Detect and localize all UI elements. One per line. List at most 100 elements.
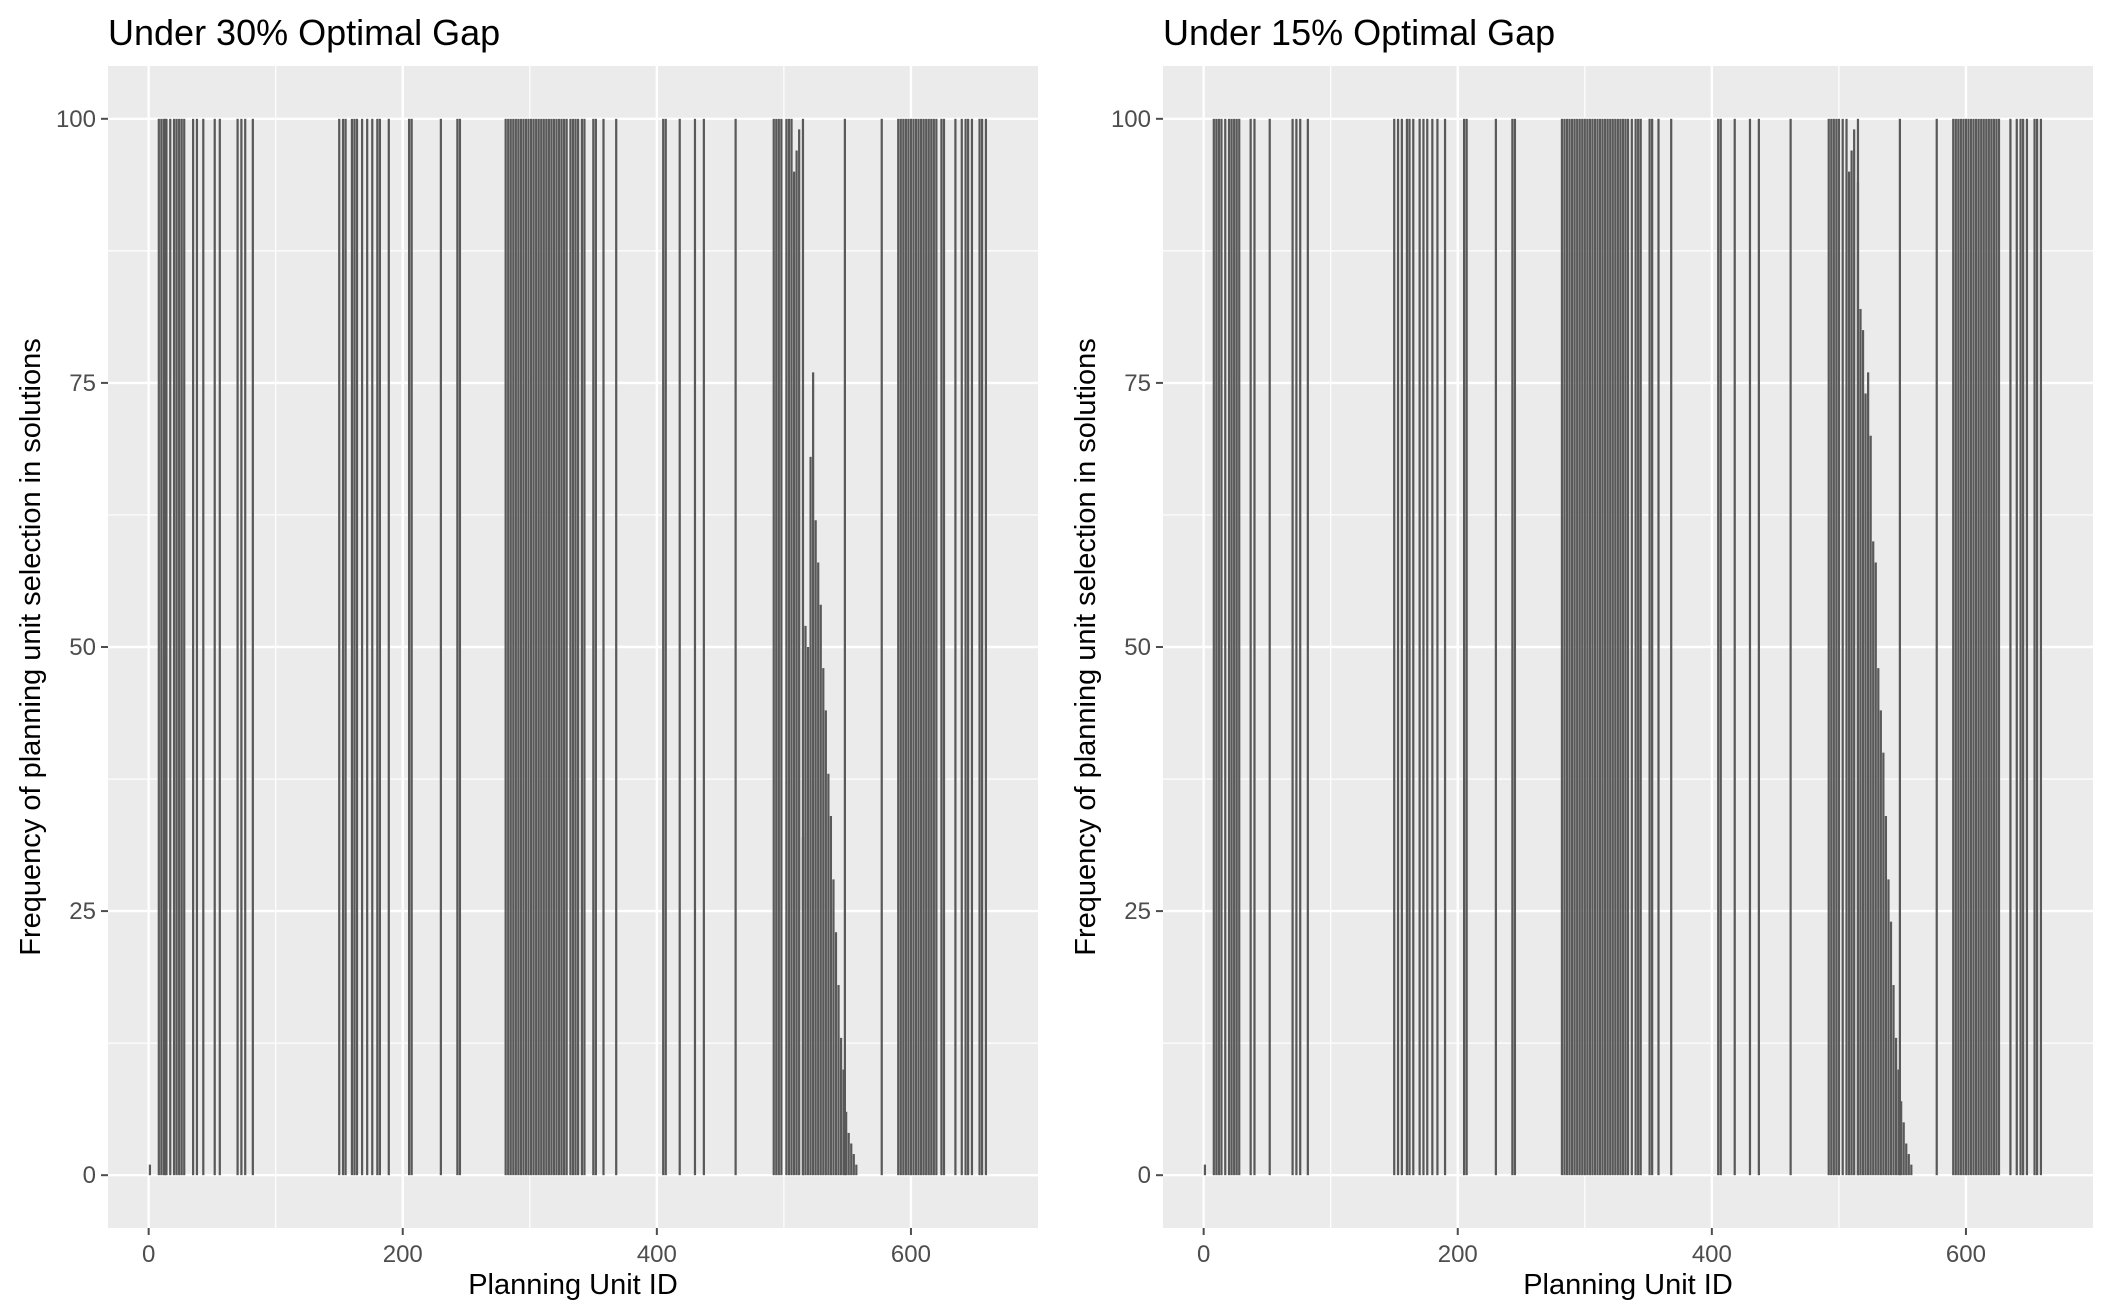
bar [1882,752,1885,1176]
panel-15-percent-gap: Under 15% Optimal Gap 0 25 50 75 100 0 200 400 6… [1055,0,2110,1316]
bar [1847,171,1851,1176]
x-tick-label: 0 [1197,1241,1210,1268]
bar [1900,1101,1903,1176]
panel-title: Under 30% Optimal Gap [108,12,501,53]
bar [1588,118,1591,1176]
bar [922,118,925,1176]
bar [940,118,943,1176]
bar [832,879,835,1176]
bar [1977,118,1980,1176]
bar [2033,118,2036,1176]
y-tick-label: 100 [1111,106,1151,133]
bar [855,1164,858,1176]
bar [504,118,507,1176]
y-tick-label: 50 [69,634,96,661]
bar [514,118,517,1176]
bar [1982,118,1985,1176]
bar [366,118,369,1176]
bar [2035,118,2039,1176]
bar [1462,118,1466,1176]
bar [1637,118,1640,1176]
bar [1648,118,1651,1176]
bar [837,985,840,1176]
bar [1563,118,1566,1176]
bar [456,118,459,1176]
bar [702,118,705,1176]
bar [777,118,780,1176]
bar [1583,118,1586,1176]
bar [1227,118,1231,1176]
bar [1238,118,1241,1176]
bar [552,118,556,1176]
bar [1856,182,1860,1176]
bar [1253,118,1256,1176]
bar [1869,435,1872,1176]
bar [1954,118,1957,1176]
bar [1400,118,1403,1176]
bar [1268,118,1271,1176]
bar [1436,118,1439,1176]
bar [1396,118,1400,1176]
bar [817,562,820,1176]
bar [2019,118,2022,1176]
bar [806,647,810,1176]
bar [1630,118,1633,1176]
bar [1230,118,1233,1176]
bar [1235,118,1238,1176]
bar [458,118,462,1176]
x-tick-label: 0 [142,1241,155,1268]
bar [545,118,548,1176]
bar [880,118,883,1176]
bar [847,1132,850,1176]
bar [907,118,910,1176]
bar [2022,118,2025,1176]
bar [1830,118,1833,1176]
bar [1619,118,1622,1176]
bar [964,118,967,1176]
y-tick-label: 50 [1124,634,1151,661]
bar [1884,816,1888,1176]
bar [213,118,216,1176]
bar [1295,118,1298,1176]
bar [509,118,512,1176]
bar [148,1164,152,1176]
bar [1952,118,1955,1176]
bar [829,816,833,1176]
bar [583,118,586,1176]
bar [912,118,915,1176]
x-tick-label: 600 [891,1241,931,1268]
bar [1581,118,1584,1176]
bar [1789,118,1792,1176]
bar [850,1143,853,1176]
bar [529,118,533,1176]
bar [571,118,575,1176]
bar [1897,1069,1900,1176]
bar [843,118,846,1176]
bar [410,118,413,1176]
x-tick-label: 400 [637,1241,677,1268]
bar [522,118,525,1176]
bar [1995,118,1998,1176]
bar [1992,118,1996,1176]
bar [978,118,981,1176]
bar [1972,118,1975,1176]
bar [930,118,933,1176]
bar [842,1069,845,1176]
bar [251,118,254,1176]
bar [562,118,566,1176]
y-tick-label: 75 [69,370,96,397]
bar [1611,118,1614,1176]
bar [341,118,345,1176]
bar [819,604,822,1176]
bar [569,118,572,1176]
bar [236,118,239,1176]
bar [1757,118,1760,1176]
bar [574,118,577,1176]
bar [925,118,928,1176]
bar [662,118,665,1176]
bar [537,118,540,1176]
bar [1717,118,1720,1176]
bar [917,118,920,1176]
bar [1748,118,1752,1176]
